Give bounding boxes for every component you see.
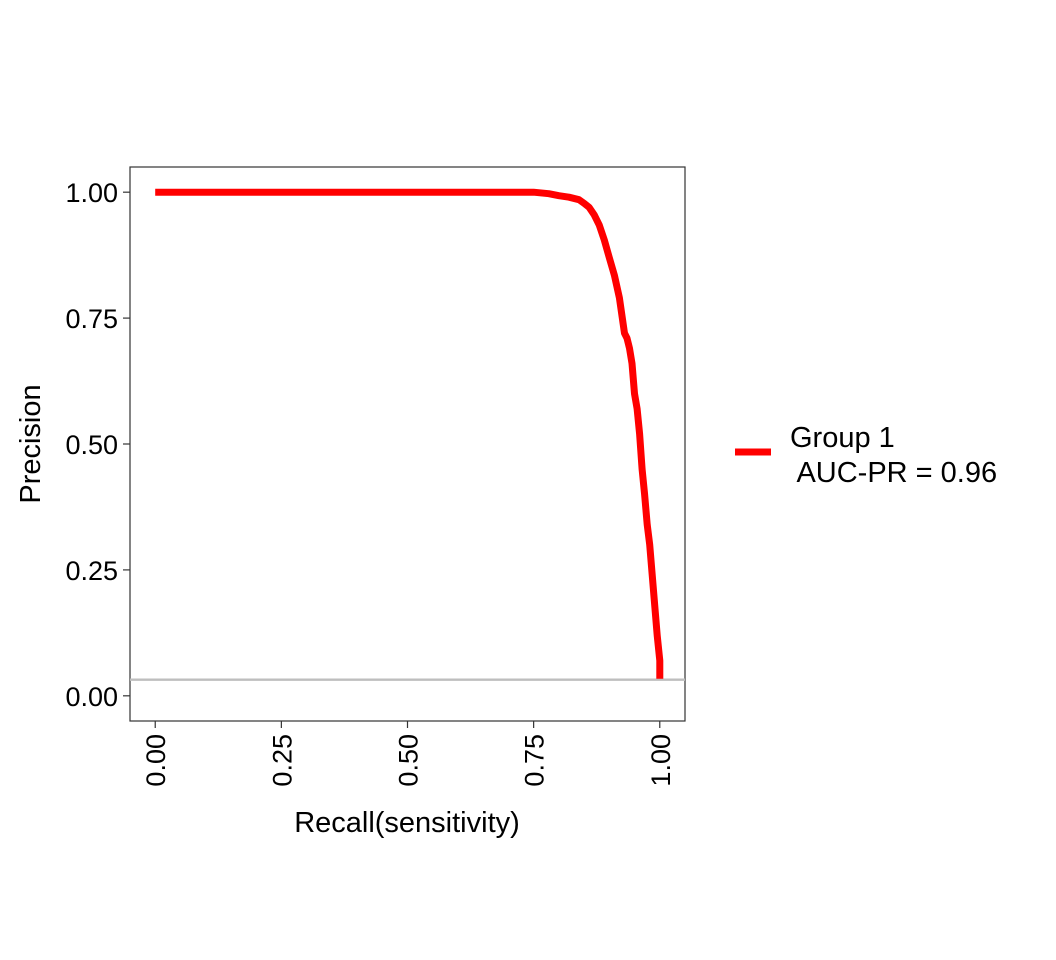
x-tick-label: 0.75 [520,734,550,787]
y-tick-label: 0.75 [65,304,118,334]
legend-label-line1: Group 1 [790,422,895,454]
y-tick-label: 0.25 [65,556,118,586]
x-tick-label: 0.50 [394,734,424,787]
y-axis-title: Precision [15,384,47,503]
y-tick-label: 0.00 [65,682,118,712]
x-axis: 0.00 0.25 0.50 0.75 1.00 [141,721,676,787]
plot-panel [129,166,686,722]
y-axis: 0.00 0.25 0.50 0.75 1.00 [65,178,130,712]
x-tick-label: 0.00 [141,734,171,787]
series-group [155,188,664,679]
y-tick-label: 0.50 [65,430,118,460]
x-tick-label: 0.25 [267,734,297,787]
series-line-1 [155,188,664,679]
legend: Group 1 AUC-PR = 0.96 [735,422,997,489]
x-axis-title: Recall(sensitivity) [294,807,520,839]
legend-label-line2: AUC-PR = 0.96 [790,457,997,489]
y-tick-label: 1.00 [65,178,118,208]
x-tick-label: 1.00 [646,734,676,787]
